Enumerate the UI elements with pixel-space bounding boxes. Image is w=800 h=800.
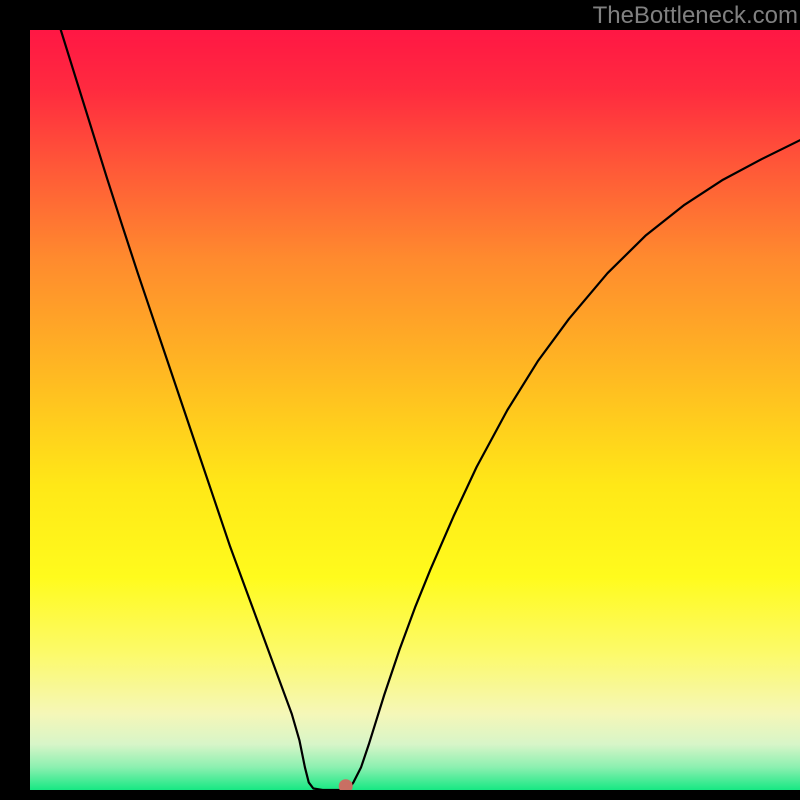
gradient-background (30, 30, 800, 790)
watermark-text: TheBottleneck.com (593, 2, 798, 30)
plot-area (30, 30, 800, 790)
bottleneck-chart (30, 30, 800, 790)
chart-container: TheBottleneck.com (0, 0, 800, 800)
